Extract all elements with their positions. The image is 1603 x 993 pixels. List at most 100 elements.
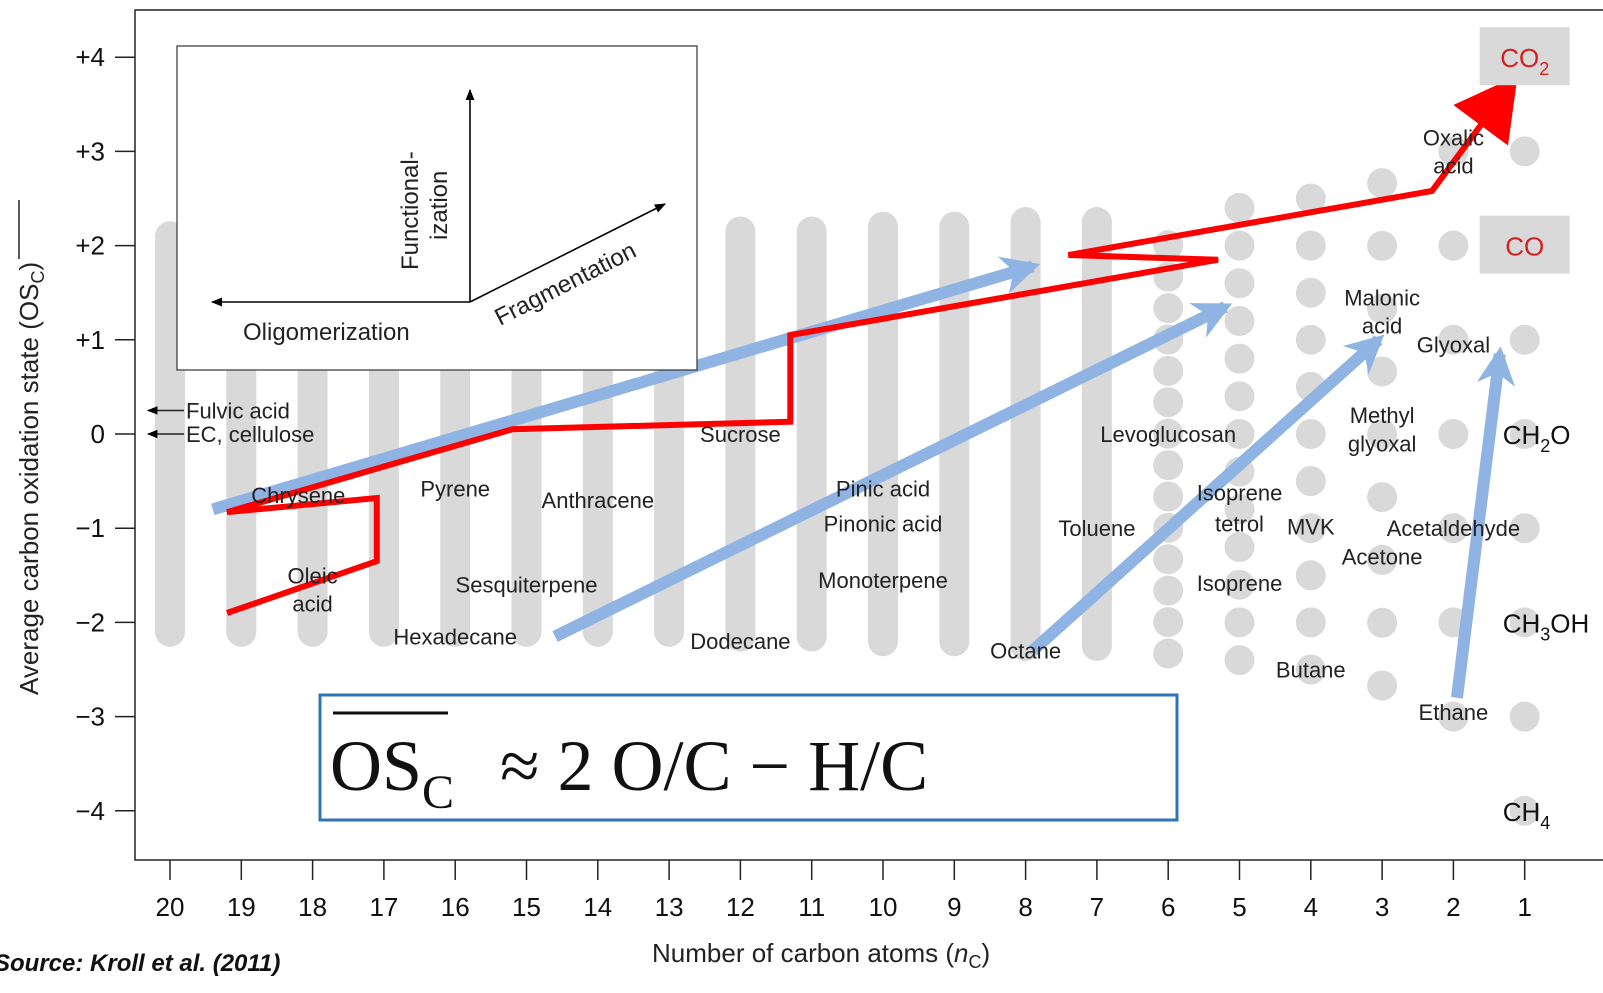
possible-state-dot-n2 bbox=[1438, 324, 1469, 355]
y-tick-label: −4 bbox=[75, 796, 105, 826]
possible-state-dot-n3 bbox=[1367, 670, 1398, 701]
x-tick-label: 20 bbox=[156, 892, 185, 922]
product-label: CO2 bbox=[1500, 43, 1549, 79]
red-arrow-head bbox=[1453, 75, 1518, 146]
possible-state-dot-n6 bbox=[1153, 544, 1184, 575]
y-tick-label: −3 bbox=[75, 702, 105, 732]
possible-state-dot-n5 bbox=[1224, 569, 1255, 600]
compound-label: tetrol bbox=[1215, 511, 1264, 536]
possible-state-dot-n5 bbox=[1224, 419, 1255, 449]
compound-label: Oxalic bbox=[1423, 125, 1484, 150]
compound-label: Isoprene bbox=[1197, 480, 1283, 505]
fragmentation-arrow bbox=[469, 203, 667, 303]
x-tick-label: 8 bbox=[1018, 892, 1032, 922]
possible-state-dot-n2 bbox=[1438, 419, 1469, 449]
possible-state-dot-n6 bbox=[1153, 607, 1184, 638]
inset-label-functional: Functional- bbox=[397, 151, 424, 270]
possible-state-dot-n1 bbox=[1509, 419, 1540, 449]
process-inset: Functional- ization Fragmentation Oligom… bbox=[176, 45, 698, 371]
possible-state-dot-n3 bbox=[1367, 607, 1398, 638]
y-tick-label: +4 bbox=[75, 42, 105, 72]
x-tick-label: 16 bbox=[441, 892, 470, 922]
x-tick-label: 19 bbox=[227, 892, 256, 922]
x-tick-label: 18 bbox=[298, 892, 327, 922]
compound-label: Pinic acid bbox=[836, 477, 930, 502]
y-tick-label: 0 bbox=[91, 419, 105, 449]
product-box bbox=[1479, 215, 1570, 274]
compound-label: Pinonic acid bbox=[824, 511, 943, 536]
compound-label: Isoprene bbox=[1197, 571, 1283, 596]
compound-label: Sucrose bbox=[700, 422, 781, 447]
blue-arrow-2 bbox=[552, 301, 1233, 642]
y-tick-label: +1 bbox=[75, 325, 105, 355]
possible-state-dot-n6 bbox=[1153, 575, 1184, 606]
y-tick-label: +3 bbox=[75, 136, 105, 166]
compound-label: MVK bbox=[1287, 514, 1335, 539]
compound-label: Dodecane bbox=[690, 629, 790, 654]
possible-state-dot-n6 bbox=[1153, 387, 1184, 418]
compound-label: Sesquiterpene bbox=[456, 573, 598, 598]
x-tick-label: 6 bbox=[1161, 892, 1175, 922]
inset-frame bbox=[176, 45, 698, 371]
formula-box: OSC ≈ 2 O/C − H/C bbox=[318, 693, 1179, 822]
x-tick-label: 13 bbox=[655, 892, 684, 922]
compound-label: Chrysene bbox=[251, 483, 345, 508]
possible-state-dot-n6 bbox=[1153, 450, 1184, 481]
compound-label: glyoxal bbox=[1348, 431, 1416, 456]
possible-state-dot-n1 bbox=[1509, 607, 1540, 638]
compound-label: Toluene bbox=[1058, 516, 1135, 541]
possible-state-dot-n3 bbox=[1367, 482, 1398, 513]
x-tick-label: 11 bbox=[798, 892, 825, 922]
possible-state-dot-n5 bbox=[1224, 192, 1255, 223]
x-tick-label: 7 bbox=[1090, 892, 1104, 922]
possible-state-dot-n1 bbox=[1509, 795, 1540, 826]
compound-label: acid bbox=[292, 592, 332, 617]
compound-label: acid bbox=[1433, 154, 1473, 179]
possible-state-dot-n6 bbox=[1153, 481, 1184, 512]
compound-label: Ethane bbox=[1419, 700, 1489, 725]
possible-state-dot-n3 bbox=[1367, 293, 1398, 324]
possible-state-dot-n5 bbox=[1224, 268, 1255, 299]
possible-state-dot-n5 bbox=[1224, 645, 1255, 676]
x-tick-label: 5 bbox=[1232, 892, 1246, 922]
possible-state-dot-n2 bbox=[1438, 136, 1469, 167]
possible-state-dot-n6 bbox=[1153, 638, 1184, 669]
compound-label: Pyrene bbox=[420, 477, 490, 502]
blue-arrows-layer bbox=[211, 256, 1516, 699]
possible-state-dot-n3 bbox=[1367, 544, 1398, 575]
compound-label: Acetone bbox=[1342, 544, 1423, 569]
red-path-layer bbox=[226, 75, 1518, 616]
formula-frame bbox=[318, 693, 1179, 822]
possible-state-dot-n1 bbox=[1509, 701, 1540, 732]
compound-label: Levoglucosan bbox=[1100, 422, 1236, 447]
possible-state-dot-n4 bbox=[1295, 230, 1326, 261]
possible-state-dot-n5 bbox=[1224, 343, 1255, 374]
inset-label-ization: ization bbox=[426, 171, 453, 240]
compound-label: Malonic bbox=[1344, 285, 1420, 310]
possible-state-dot-n5 bbox=[1224, 305, 1255, 336]
x-axis-title: Number of carbon atoms (nC) bbox=[652, 938, 990, 972]
possible-state-dot-n5 bbox=[1224, 381, 1255, 412]
x-tick-label: 9 bbox=[947, 892, 961, 922]
possible-state-dot-n5 bbox=[1224, 494, 1255, 525]
y-tick-label: −1 bbox=[75, 513, 105, 543]
possible-state-dot-n6 bbox=[1153, 355, 1184, 386]
blue-arrow-3 bbox=[1028, 334, 1385, 656]
possible-state-dot-n4 bbox=[1295, 324, 1326, 355]
possible-state-dot-n3 bbox=[1367, 419, 1398, 450]
compound-label: Acetaldehyde bbox=[1387, 516, 1520, 541]
plot-area bbox=[134, 9, 1603, 861]
possible-state-dot-n4 bbox=[1295, 466, 1326, 497]
possible-state-dot-n4 bbox=[1295, 654, 1326, 685]
x-tick-label: 2 bbox=[1446, 892, 1460, 922]
compound-label: Octane bbox=[990, 639, 1061, 664]
compound-label: Fulvic acid bbox=[186, 398, 290, 423]
x-tick-label: 4 bbox=[1304, 892, 1318, 922]
x-tick-label: 10 bbox=[869, 892, 898, 922]
compound-label: Methyl bbox=[1350, 403, 1415, 428]
possible-state-dot-n3 bbox=[1367, 356, 1398, 387]
x-tick-label: 3 bbox=[1375, 892, 1389, 922]
c1-compound-label: CH2O bbox=[1503, 420, 1571, 456]
possible-state-dot-n4 bbox=[1295, 560, 1326, 591]
compound-label: Hexadecane bbox=[393, 625, 517, 650]
